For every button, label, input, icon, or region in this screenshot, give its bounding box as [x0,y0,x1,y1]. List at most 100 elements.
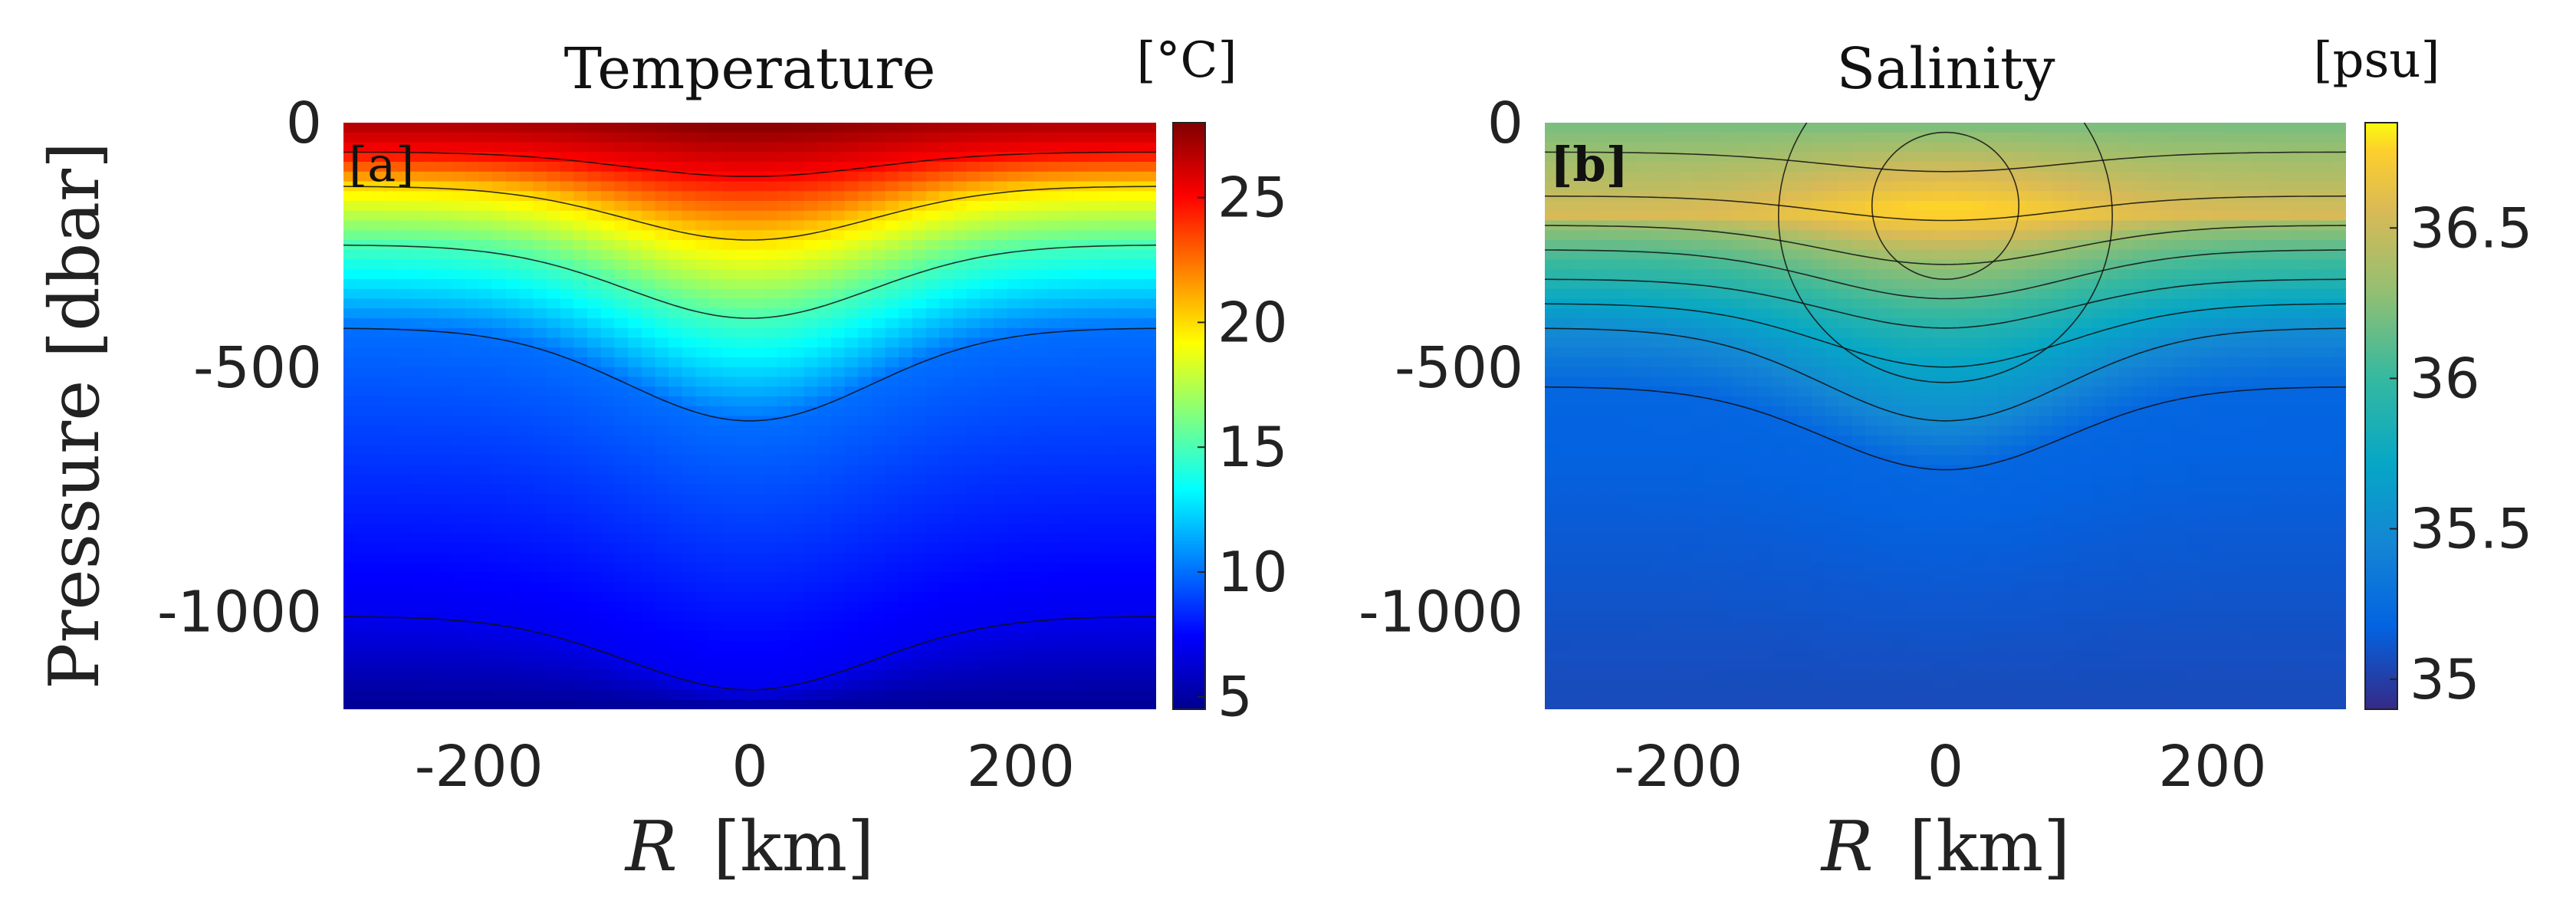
field-cell [817,367,832,378]
field-cell [560,689,575,701]
field-cell [1585,465,1599,475]
field-cell [709,514,724,524]
field-cell [1034,455,1049,466]
field-cell [1798,142,1813,153]
field-cell [831,553,846,564]
field-cell [1558,357,1572,368]
field-cell [777,171,791,182]
field-cell [777,288,791,300]
field-cell [384,533,399,544]
field-cell [1638,533,1653,544]
field-cell [1061,220,1076,232]
field-cell [1838,327,1853,339]
field-cell [628,367,642,378]
field-cell [533,426,547,436]
field-cell [1129,660,1144,671]
field-cell [790,679,805,691]
field-cell [1102,445,1116,456]
field-cell [1571,660,1585,671]
field-cell [425,582,439,593]
field-cell [858,426,872,436]
field-cell [506,504,521,515]
field-cell [1020,308,1035,319]
field-cell [763,670,778,681]
field-cell [425,357,439,368]
field-cell [1785,318,1799,329]
field-cell [465,298,480,310]
field-cell [1772,327,1786,339]
field-cell [560,386,575,397]
field-cell [1758,298,1773,310]
field-cell [1061,484,1076,495]
field-cell [912,249,927,261]
field-cell [953,533,968,544]
field-cell [1116,621,1130,632]
field-cell [655,288,669,300]
field-cell [1598,416,1612,427]
field-cell [1691,445,1706,456]
field-cell [1785,288,1799,300]
field-cell [899,660,913,671]
field-cell [817,484,832,495]
field-cell [1034,621,1049,632]
field-cell [669,269,683,280]
field-cell [858,279,872,290]
field-cell [655,347,669,358]
field-cell [425,240,439,251]
field-cell [1638,132,1653,143]
field-cell [1047,201,1063,212]
field-cell [1678,455,1693,466]
field-cell [1571,484,1585,495]
field-cell [1102,514,1116,524]
field-cell [1798,386,1813,397]
field-cell [1772,533,1786,544]
field-cell [655,386,669,397]
field-cell [1838,152,1853,163]
field-cell [1142,679,1156,691]
field-cell [912,386,927,397]
field-cell [1785,601,1799,613]
field-cell [1691,298,1706,310]
field-cell [953,308,968,319]
field-cell [465,631,480,642]
field-cell [695,347,710,358]
field-cell [899,455,913,466]
field-cell [682,640,697,652]
field-cell [1585,572,1599,584]
field-cell [1678,357,1693,368]
field-cell [966,553,981,564]
field-cell [872,249,886,261]
field-cell [994,504,1008,515]
field-cell [1825,601,1839,613]
field-cell [1812,230,1826,241]
field-cell [1034,416,1049,427]
field-cell [899,436,913,446]
field-cell [1798,436,1813,446]
field-cell [980,484,994,495]
field-cell [695,523,710,534]
field-cell [1075,123,1089,133]
field-cell [519,543,534,554]
field-cell [560,465,575,475]
field-cell [343,523,358,534]
field-cell [682,162,697,173]
field-cell [1625,171,1639,182]
field-cell [1571,621,1585,632]
field-cell [763,640,778,652]
field-cell [465,699,480,709]
field-cell [1812,210,1826,222]
field-cell [1745,601,1760,613]
field-cell [953,621,968,632]
field-cell [899,337,913,349]
field-cell [1007,230,1022,241]
field-cell [465,376,480,388]
field-cell [750,523,764,534]
field-cell [1047,288,1063,300]
field-cell [939,533,954,544]
field-cell [425,514,439,524]
field-cell [614,436,629,446]
field-cell [939,298,954,310]
field-cell [411,436,426,446]
field-cell [1745,298,1760,310]
field-cell [1116,367,1130,378]
